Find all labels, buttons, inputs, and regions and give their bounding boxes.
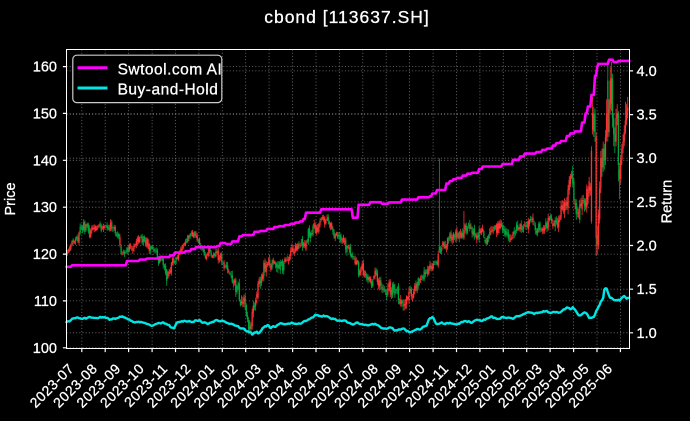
svg-text:140: 140 <box>33 153 57 169</box>
svg-text:3.0: 3.0 <box>637 151 657 167</box>
svg-text:150: 150 <box>33 106 57 122</box>
svg-text:130: 130 <box>33 200 57 216</box>
svg-text:1.5: 1.5 <box>637 282 657 298</box>
svg-text:Return: Return <box>660 180 676 224</box>
svg-text:160: 160 <box>33 60 57 76</box>
svg-text:Buy-and-Hold: Buy-and-Hold <box>118 81 219 98</box>
svg-text:2.5: 2.5 <box>637 195 657 211</box>
svg-text:cbond [113637.SH]: cbond [113637.SH] <box>264 7 430 27</box>
svg-text:4.0: 4.0 <box>637 64 657 80</box>
svg-text:Price: Price <box>3 182 19 215</box>
svg-text:Swtool.com AI: Swtool.com AI <box>118 61 223 78</box>
svg-text:110: 110 <box>34 294 57 310</box>
svg-text:120: 120 <box>33 247 57 263</box>
svg-text:2.0: 2.0 <box>637 239 657 255</box>
svg-text:1.0: 1.0 <box>637 326 657 342</box>
svg-text:3.5: 3.5 <box>637 108 657 124</box>
svg-text:100: 100 <box>33 341 57 357</box>
